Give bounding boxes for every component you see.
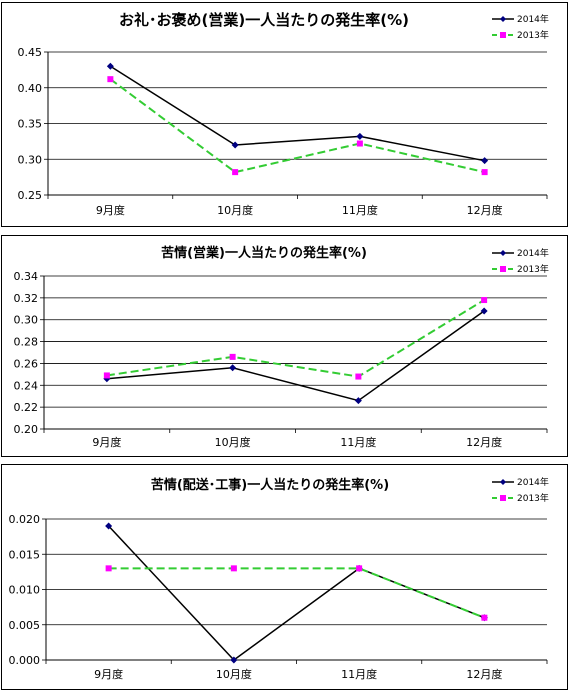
y-tick-label: 0.010 [9, 584, 41, 597]
series-line-1 [109, 78, 485, 174]
data-point [105, 522, 113, 530]
data-point [354, 397, 362, 405]
series-line-1 [108, 567, 485, 619]
y-tick-label: 0.26 [14, 357, 39, 370]
legend-label: 2013年 [517, 263, 549, 275]
data-point [103, 372, 110, 379]
x-tick-label: 10月度 [217, 203, 253, 217]
legend-label: 2013年 [517, 492, 549, 504]
y-tick-label: 0.35 [18, 118, 43, 131]
series-line-0 [109, 65, 485, 162]
data-point [105, 565, 112, 572]
legend-marker [500, 495, 506, 501]
data-point [356, 565, 363, 572]
y-tick-label: 0.015 [9, 548, 41, 561]
legend-label: 2013年 [517, 29, 549, 41]
x-tick-label: 10月度 [215, 435, 251, 449]
y-tick-label: 0.30 [18, 153, 43, 166]
data-point [481, 614, 488, 621]
legend-marker [500, 32, 506, 38]
chart-panel-thanks-sales: お礼･お褒め(営業)一人当たりの発生率(%) 0.25 0.30 0.35 0.40 0.… [1, 2, 568, 227]
x-tick-label: 11月度 [341, 667, 377, 681]
data-point [481, 169, 488, 176]
series-line-1 [106, 299, 485, 378]
x-tick-label: 11月度 [342, 203, 378, 217]
y-tick-label: 0.25 [18, 189, 43, 202]
legend-marker [500, 479, 506, 485]
data-point [232, 169, 239, 176]
y-tick-label: 0.34 [14, 270, 39, 283]
y-tick-label: 0.000 [9, 654, 41, 667]
x-tick-label: 9月度 [92, 435, 121, 449]
data-point [106, 62, 114, 70]
data-point [355, 373, 362, 380]
data-point [229, 353, 236, 360]
y-tick-label: 0.020 [9, 513, 41, 526]
chart-title: 苦情(配送･工事)一人当たりの発生率(%) [151, 477, 389, 493]
x-tick-label: 12月度 [466, 435, 502, 449]
data-point [480, 307, 488, 315]
legend-label: 2014年 [517, 247, 549, 259]
data-point [107, 76, 114, 83]
data-point [356, 140, 363, 147]
y-tick-label: 0.40 [18, 82, 43, 95]
data-point [230, 565, 237, 572]
series-line-0 [106, 310, 485, 402]
y-tick-label: 0.22 [14, 401, 39, 414]
y-tick-label: 0.20 [14, 423, 39, 436]
data-point [230, 656, 238, 664]
data-point [229, 364, 237, 372]
data-point [231, 141, 239, 149]
y-tick-label: 0.30 [14, 314, 39, 327]
x-tick-label: 12月度 [467, 203, 503, 217]
data-point [356, 132, 364, 140]
y-tick-label: 0.32 [14, 292, 39, 305]
x-tick-label: 9月度 [94, 667, 123, 681]
legend-marker [500, 16, 506, 22]
y-tick-label: 0.45 [18, 46, 43, 59]
chart-title: 苦情(営業)一人当たりの発生率(%) [161, 245, 367, 261]
legend-marker [500, 266, 506, 272]
chart-complaints-sales: 苦情(営業)一人当たりの発生率(%) 0.20 0.22 0.24 0.26 0.28 0.… [14, 245, 549, 449]
series-line-0 [108, 525, 485, 661]
legend-marker [500, 250, 506, 256]
y-tick-label: 0.005 [9, 619, 41, 632]
chart-title: お礼･お褒め(営業)一人当たりの発生率(%) [119, 11, 409, 29]
legend-label: 2014年 [517, 476, 549, 488]
x-tick-label: 10月度 [216, 667, 252, 681]
x-tick-label: 11月度 [340, 435, 376, 449]
chart-panel-complaints-delivery: 苦情(配送･工事)一人当たりの発生率(%) 0.000 0.005 0.010 0.01… [1, 464, 568, 690]
x-tick-label: 12月度 [466, 667, 502, 681]
chart-thanks-sales: お礼･お褒め(営業)一人当たりの発生率(%) 0.25 0.30 0.35 0.40 0.… [18, 11, 549, 217]
chart-complaints-delivery: 苦情(配送･工事)一人当たりの発生率(%) 0.000 0.005 0.010 0.01… [9, 476, 549, 681]
y-tick-label: 0.28 [14, 336, 39, 349]
data-point [481, 157, 489, 165]
legend-label: 2014年 [517, 13, 549, 25]
x-tick-label: 9月度 [96, 203, 125, 217]
data-point [481, 297, 488, 304]
chart-panel-complaints-sales: 苦情(営業)一人当たりの発生率(%) 0.20 0.22 0.24 0.26 0.28 0.… [1, 235, 568, 457]
y-tick-label: 0.24 [14, 379, 39, 392]
